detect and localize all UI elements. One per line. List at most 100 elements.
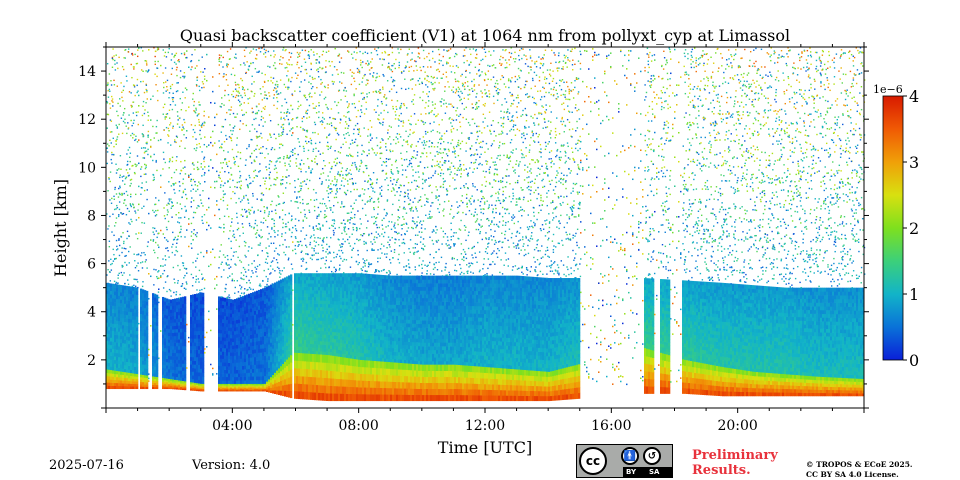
- noise-pixel: [277, 94, 278, 95]
- layer-cell: [110, 312, 112, 316]
- nearfield-cell: [112, 373, 114, 376]
- layer-cell: [310, 310, 312, 314]
- noise-pixel: [300, 182, 301, 183]
- layer-cell: [258, 353, 260, 357]
- nearfield-cell: [314, 385, 316, 393]
- layer-cell: [224, 312, 226, 316]
- layer-cell: [278, 317, 280, 321]
- noise-pixel: [145, 147, 146, 148]
- noise-pixel: [279, 59, 280, 60]
- layer-cell: [268, 305, 270, 309]
- noise-pixel: [295, 245, 296, 246]
- noise-pixel: [294, 148, 295, 149]
- layer-cell: [246, 298, 248, 302]
- noise-pixel: [274, 149, 275, 150]
- noise-pixel: [177, 137, 178, 138]
- layer-cell: [172, 299, 174, 303]
- layer-cell: [276, 337, 278, 341]
- layer-cell: [178, 322, 180, 326]
- noise-pixel: [158, 247, 160, 249]
- noise-pixel: [125, 57, 126, 58]
- noise-pixel: [313, 234, 314, 235]
- noise-pixel: [202, 190, 203, 191]
- layer-cell: [248, 358, 250, 362]
- layer-cell: [296, 303, 298, 307]
- layer-cell: [180, 346, 182, 350]
- layer-cell: [176, 363, 178, 367]
- layer-cell: [224, 355, 226, 359]
- layer-cell: [182, 311, 184, 315]
- layer-cell: [294, 290, 296, 294]
- noise-pixel: [275, 138, 276, 139]
- noise-pixel: [227, 264, 228, 265]
- layer-cell: [142, 354, 144, 358]
- layer-cell: [180, 318, 182, 322]
- noise-pixel: [264, 91, 265, 92]
- layer-cell: [114, 363, 116, 367]
- noise-pixel: [306, 268, 307, 269]
- noise-pixel: [317, 229, 318, 230]
- layer-cell: [320, 294, 322, 298]
- layer-cell: [246, 339, 248, 343]
- noise-pixel: [204, 279, 206, 281]
- noise-pixel: [238, 228, 239, 229]
- noise-pixel: [226, 74, 227, 75]
- noise-pixel: [230, 225, 231, 226]
- layer-cell: [316, 324, 318, 328]
- layer-cell: [240, 380, 242, 384]
- layer-cell: [278, 332, 280, 336]
- nearfield-cell: [310, 377, 312, 385]
- nearfield-cell: [162, 382, 164, 384]
- noise-pixel: [244, 102, 245, 103]
- layer-cell: [200, 334, 202, 338]
- noise-pixel: [186, 137, 187, 138]
- layer-cell: [246, 343, 248, 347]
- layer-cell: [232, 321, 234, 325]
- noise-pixel: [270, 120, 271, 121]
- layer-cell: [230, 310, 232, 314]
- noise-pixel: [240, 295, 241, 296]
- noise-pixel: [186, 57, 188, 59]
- noise-pixel: [152, 174, 153, 175]
- layer-cell: [238, 312, 240, 316]
- layer-cell: [240, 340, 242, 344]
- layer-cell: [154, 370, 156, 374]
- nearfield-cell: [278, 390, 280, 395]
- layer-cell: [232, 300, 234, 304]
- layer-cell: [190, 306, 192, 310]
- noise-pixel: [191, 223, 192, 224]
- noise-pixel: [233, 113, 234, 114]
- layer-cell: [222, 366, 224, 370]
- nearfield-cell: [172, 380, 174, 382]
- nearfield-cell: [272, 390, 274, 393]
- layer-cell: [258, 329, 260, 333]
- layer-cell: [130, 297, 132, 301]
- noise-pixel: [148, 273, 150, 275]
- noise-pixel: [131, 221, 132, 222]
- nearfield-cell: [276, 371, 278, 375]
- nearfield-cell: [294, 360, 296, 368]
- layer-cell: [262, 316, 264, 320]
- noise-pixel: [304, 216, 305, 217]
- noise-pixel: [270, 236, 271, 237]
- layer-cell: [192, 375, 194, 379]
- layer-cell: [294, 316, 296, 320]
- noise-pixel: [147, 246, 148, 247]
- layer-cell: [252, 342, 254, 346]
- noise-pixel: [175, 182, 176, 183]
- layer-cell: [320, 304, 322, 308]
- layer-cell: [228, 348, 230, 352]
- layer-cell: [166, 355, 168, 359]
- layer-cell: [240, 355, 242, 359]
- layer-cell: [112, 338, 114, 342]
- noise-pixel: [290, 200, 291, 201]
- layer-cell: [290, 311, 292, 315]
- nearfield-cell: [310, 369, 312, 377]
- layer-cell: [222, 351, 224, 355]
- layer-cell: [120, 368, 122, 372]
- noise-pixel: [292, 250, 294, 252]
- noise-pixel: [196, 85, 197, 86]
- layer-cell: [172, 316, 174, 320]
- noise-pixel: [223, 254, 224, 255]
- noise-pixel: [260, 133, 261, 134]
